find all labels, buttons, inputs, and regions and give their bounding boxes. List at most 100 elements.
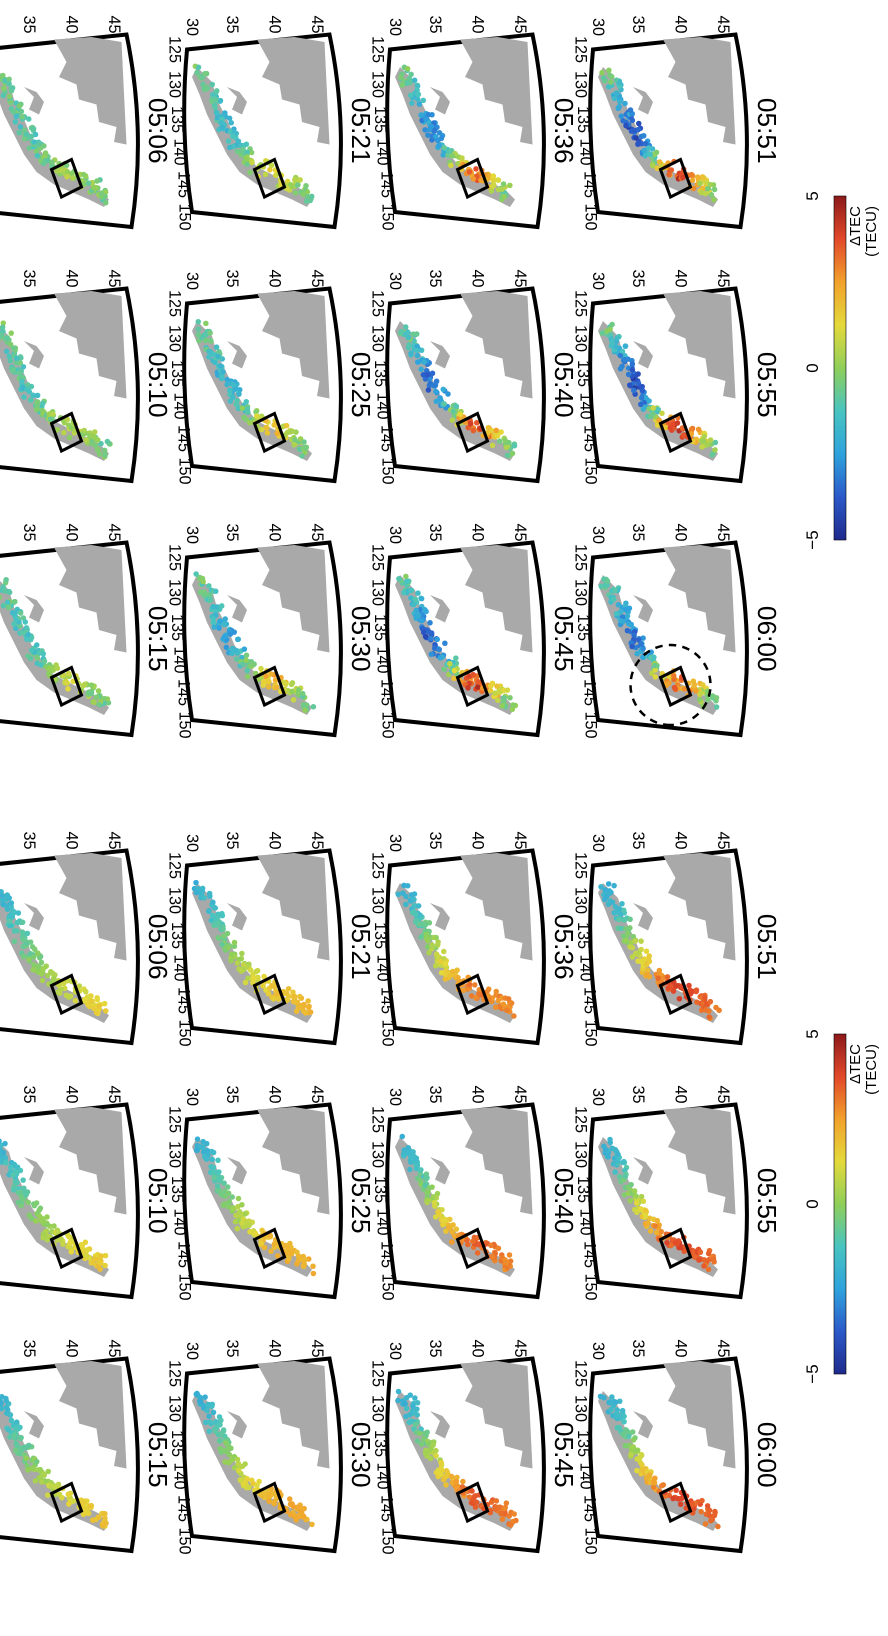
tec-dot: [215, 1157, 221, 1163]
tec-dot: [671, 684, 678, 691]
tec-dot: [288, 182, 294, 188]
tec-dot: [421, 1436, 427, 1442]
tec-dot: [627, 1198, 633, 1204]
tec-dot: [396, 575, 402, 582]
tec-dot: [27, 655, 34, 662]
tec-dot: [10, 1187, 17, 1193]
tec-dot: [413, 1165, 420, 1172]
tec-dot: [442, 971, 449, 978]
tec-dot: [703, 442, 710, 448]
tec-dot: [221, 634, 228, 640]
lat-tick-label: 35: [20, 269, 38, 287]
lon-tick-label: 150: [379, 1019, 397, 1046]
lon-tick-label: 150: [582, 1019, 600, 1046]
fault-rectangle: [455, 1481, 490, 1524]
tec-dot: [598, 883, 604, 890]
tec-dot: [224, 381, 230, 388]
asia-landmass: [663, 853, 736, 961]
lon-tick-label: 125: [369, 290, 387, 317]
tec-dot: [646, 953, 652, 959]
tec-dot: [705, 185, 711, 192]
lat-tick-label: 40: [63, 1339, 81, 1357]
tec-dot: [670, 673, 677, 679]
tec-dot: [652, 667, 658, 673]
lon-tick-label: 140: [171, 392, 189, 419]
tec-dot: [19, 378, 25, 385]
tec-dot: [412, 1421, 419, 1428]
tec-dot: [616, 905, 623, 912]
tec-dot: [33, 148, 40, 155]
tec-dot: [453, 1478, 460, 1485]
lon-tick-label: 150: [582, 711, 600, 738]
tec-dot: [449, 153, 455, 159]
tec-dot: [711, 197, 717, 203]
tec-dot: [440, 1221, 447, 1228]
tec-dot: [410, 601, 417, 608]
tec-dot: [87, 1503, 94, 1509]
tec-dot: [297, 177, 303, 183]
tec-dot: [626, 382, 633, 388]
tec-dot: [217, 1437, 223, 1444]
tec-dot: [438, 1471, 444, 1478]
tec-dot: [25, 1442, 32, 1449]
tec-dot: [212, 1428, 219, 1435]
tec-dot: [235, 636, 241, 643]
tec-dot: [635, 120, 642, 127]
tec-dot: [488, 1499, 495, 1505]
lat-tick-label: 30: [183, 1088, 201, 1106]
tec-dot: [611, 95, 618, 102]
tec-dot: [625, 1433, 632, 1440]
lon-tick-label: 125: [369, 1106, 387, 1133]
lat-tick-label: 35: [426, 831, 444, 849]
tec-dot: [24, 636, 30, 642]
tec-dot: [26, 145, 33, 151]
lat-tick-label: 45: [714, 831, 732, 849]
tec-dot: [638, 640, 644, 647]
lon-tick-label: 130: [166, 71, 184, 98]
tec-dot: [253, 409, 259, 415]
tec-dot: [408, 898, 414, 904]
tec-dot: [81, 181, 88, 188]
fault-rectangle: [49, 1481, 84, 1524]
tec-dot: [292, 177, 298, 183]
tec-dot: [2, 1140, 8, 1147]
tec-dot: [647, 1228, 654, 1234]
tec-dot: [276, 996, 282, 1002]
tec-dot: [418, 618, 425, 624]
tec-dot: [649, 162, 656, 169]
tec-dot: [405, 1150, 411, 1156]
tec-dot: [28, 383, 35, 390]
tec-dot: [414, 1412, 420, 1418]
tec-dot: [213, 1419, 219, 1425]
tec-dot: [44, 1492, 51, 1498]
tec-dot: [221, 1447, 227, 1454]
tec-dot: [91, 1256, 98, 1263]
tec-dot: [469, 1238, 476, 1245]
tec-dot: [629, 944, 636, 951]
lon-tick-label: 135: [168, 1176, 186, 1203]
tec-dot: [260, 682, 267, 688]
lat-tick-label: 40: [672, 831, 690, 849]
tec-dot: [708, 192, 715, 198]
lat-tick-label: 30: [589, 834, 607, 852]
tec-dot: [83, 437, 89, 443]
tec-dot: [416, 101, 423, 107]
korea-landmass: [227, 341, 247, 369]
lon-tick-label: 125: [369, 544, 387, 571]
tec-dot: [702, 995, 708, 1001]
tec-dot: [96, 701, 102, 708]
tec-dot: [674, 420, 681, 426]
tec-dot: [620, 933, 627, 939]
tec-dot: [294, 1504, 301, 1510]
tec-dot: [698, 1508, 704, 1515]
tec-dot: [420, 629, 427, 636]
tec-dot: [234, 1225, 240, 1232]
tec-dot: [9, 85, 16, 91]
tec-dot: [51, 976, 57, 982]
tec-dot: [30, 126, 37, 132]
tec-dot: [91, 434, 97, 440]
tec-dot: [209, 81, 215, 88]
tec-dot: [211, 624, 217, 630]
tec-dot: [13, 113, 19, 120]
tec-dot: [102, 189, 109, 195]
